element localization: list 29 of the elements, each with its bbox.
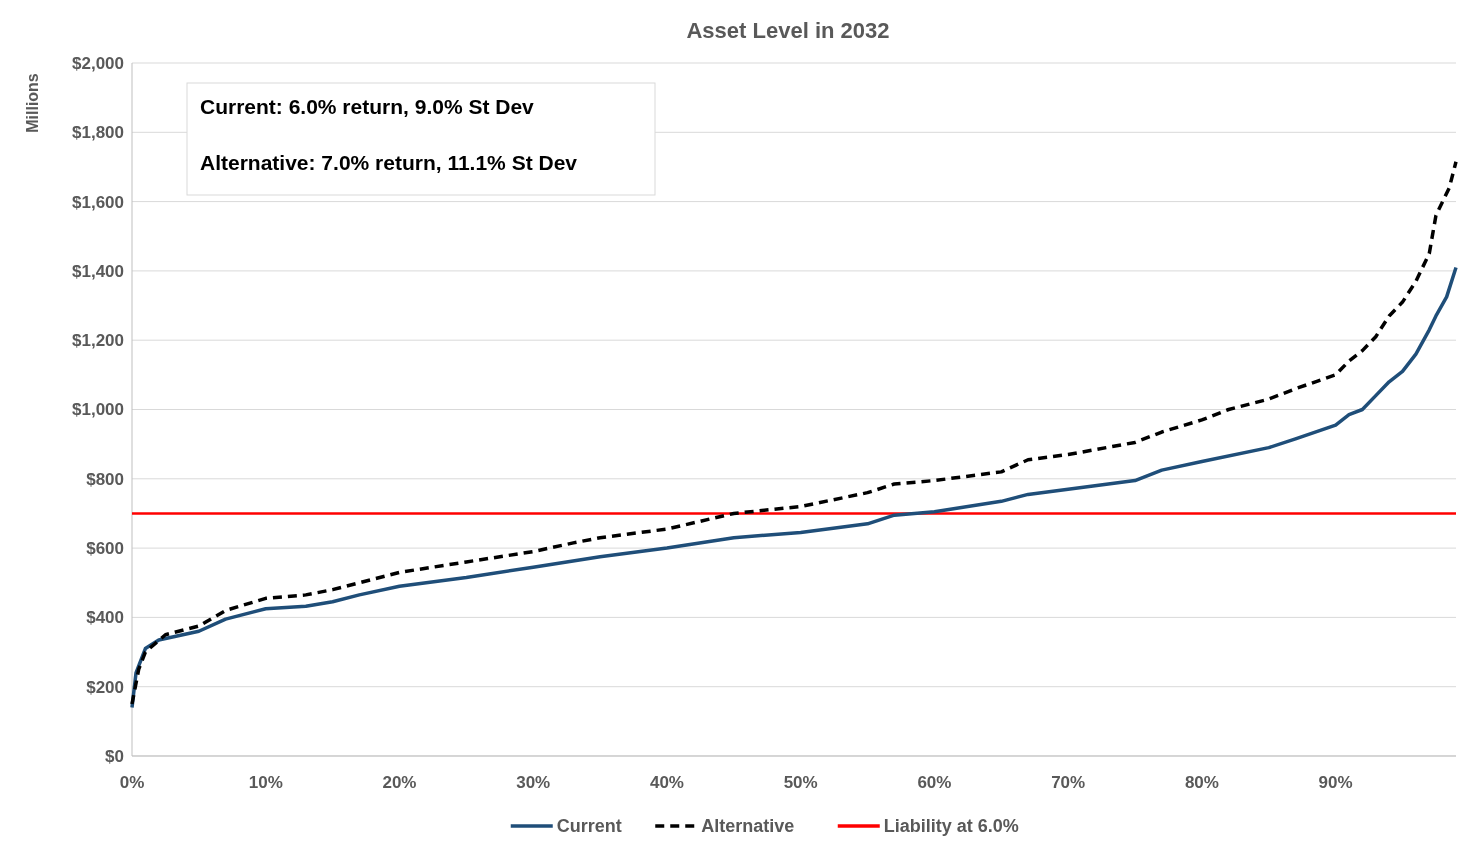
y-tick-label: $1,000	[72, 400, 124, 420]
x-tick-label: 30%	[516, 773, 551, 792]
y-tick-label: $1,600	[72, 192, 124, 212]
legend-label: Liability at 6.0%	[883, 816, 1019, 837]
line-series	[130, 265, 1458, 710]
y-tick-label: $2,000	[72, 53, 124, 73]
legend-label: Current	[556, 816, 622, 837]
y-tick-label: $0	[105, 746, 124, 766]
y-tick-label: $800	[86, 469, 124, 489]
x-tick-label: 50%	[783, 773, 818, 792]
annotation: Current: 6.0% return, 9.0% St Dev	[200, 95, 535, 119]
y-tick-label: $400	[86, 608, 124, 628]
y-axis-title: Millions	[24, 73, 41, 133]
y-tick-label: $1,200	[72, 331, 124, 351]
y-tick-label: $600	[86, 539, 124, 559]
legend-label: Alternative	[701, 816, 795, 837]
y-tick-label: $1,800	[72, 123, 124, 143]
x-tick-label: 90%	[1318, 773, 1353, 792]
annotation: Alternative: 7.0% return, 11.1% St Dev	[200, 151, 578, 175]
y-tick-label: $1,400	[72, 261, 124, 281]
x-tick-label: 0%	[119, 773, 145, 792]
x-tick-label: 80%	[1184, 773, 1219, 792]
y-tick-label: $200	[86, 677, 124, 697]
chart-title: Asset Level in 2032	[686, 18, 890, 43]
x-tick-label: 10%	[248, 773, 283, 792]
x-tick-label: 70%	[1051, 773, 1086, 792]
x-tick-label: 60%	[917, 773, 952, 792]
x-tick-label: 20%	[382, 773, 417, 792]
x-tick-label: 40%	[649, 773, 684, 792]
